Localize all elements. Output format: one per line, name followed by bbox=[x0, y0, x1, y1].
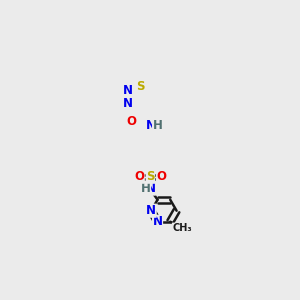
Text: N: N bbox=[122, 97, 133, 110]
Text: O: O bbox=[157, 170, 166, 183]
Text: H: H bbox=[153, 119, 163, 132]
Text: N: N bbox=[152, 215, 163, 228]
Text: H: H bbox=[141, 182, 151, 195]
Text: S: S bbox=[146, 170, 154, 183]
Text: O: O bbox=[134, 170, 144, 183]
Text: N: N bbox=[146, 119, 155, 132]
Text: N: N bbox=[146, 204, 156, 217]
Text: O: O bbox=[126, 115, 136, 128]
Text: N: N bbox=[122, 84, 133, 97]
Text: S: S bbox=[136, 80, 144, 93]
Text: CH₃: CH₃ bbox=[172, 223, 192, 233]
Text: N: N bbox=[146, 182, 155, 195]
